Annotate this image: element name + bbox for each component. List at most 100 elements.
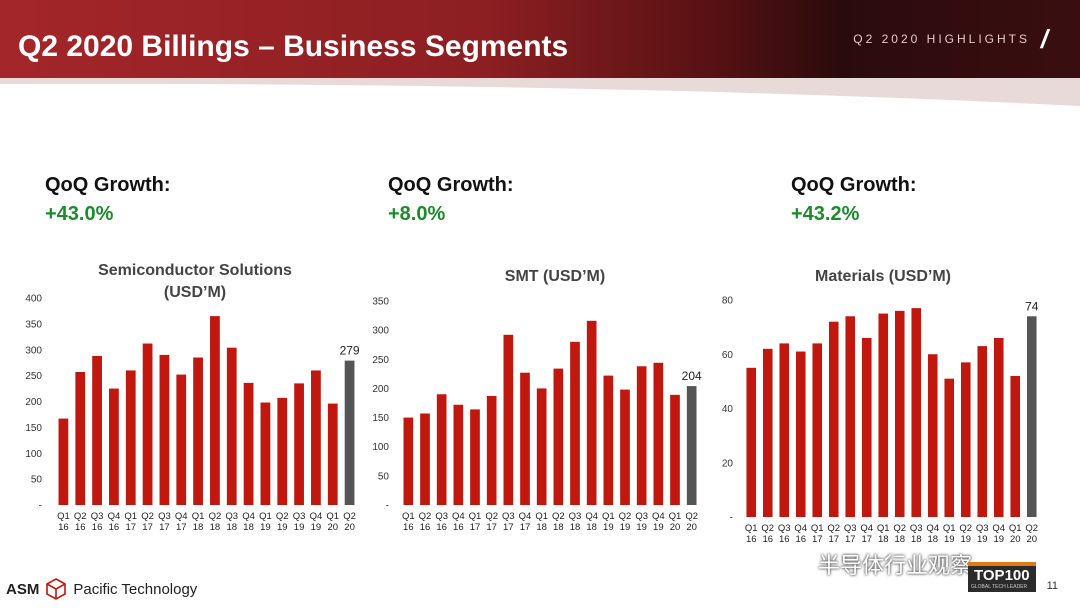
x-tick-label: Q4 — [452, 511, 465, 522]
x-tick-label: 17 — [176, 522, 187, 533]
y-tick-label: - — [730, 513, 733, 524]
chart-title: Materials (USD’M) — [815, 268, 951, 285]
x-tick-label: 18 — [878, 534, 889, 545]
x-tick-label: 18 — [927, 534, 938, 545]
bar — [746, 367, 757, 517]
x-tick-label: Q2 — [827, 523, 840, 534]
x-tick-label: Q2 — [959, 523, 972, 534]
x-tick-label: 18 — [586, 522, 597, 533]
bar — [553, 368, 564, 505]
x-tick-label: 18 — [570, 522, 581, 533]
bar — [878, 313, 889, 517]
x-tick-label: 19 — [993, 534, 1004, 545]
bar — [620, 389, 630, 505]
bar — [960, 362, 971, 517]
x-tick-label: Q3 — [435, 511, 448, 522]
x-tick-label: Q3 — [225, 511, 238, 522]
x-tick-label: Q2 — [893, 523, 906, 534]
x-tick-label: Q3 — [569, 511, 582, 522]
x-tick-label: Q4 — [108, 511, 121, 522]
x-tick-label: Q3 — [976, 523, 989, 534]
x-tick-label: 17 — [520, 522, 531, 533]
x-tick-label: Q1 — [669, 511, 682, 522]
bar — [436, 394, 447, 505]
x-tick-label: 17 — [861, 534, 872, 545]
x-tick-label: 16 — [779, 534, 790, 545]
bar — [109, 388, 119, 505]
x-tick-label: Q1 — [811, 523, 824, 534]
x-tick-label: 17 — [828, 534, 839, 545]
x-tick-label: Q2 — [619, 511, 632, 522]
x-tick-label: 17 — [812, 534, 823, 545]
data-label: 74 — [1025, 299, 1039, 313]
x-tick-label: 19 — [260, 522, 271, 533]
x-tick-label: 20 — [1026, 534, 1037, 545]
bar — [636, 366, 647, 505]
x-tick-label: Q1 — [259, 511, 272, 522]
y-tick-label: 350 — [372, 297, 389, 308]
x-tick-label: 19 — [944, 534, 955, 545]
bar — [75, 372, 86, 505]
x-tick-label: Q4 — [652, 511, 665, 522]
growth-label-smt: QoQ Growth: — [388, 174, 514, 196]
x-tick-label: Q4 — [992, 523, 1005, 534]
growth-value-materials: +43.2% — [791, 203, 860, 225]
x-tick-label: 18 — [226, 522, 237, 533]
x-tick-label: Q2 — [74, 511, 87, 522]
page-number: 11 — [1046, 580, 1058, 592]
x-tick-label: Q4 — [926, 523, 939, 534]
bar — [603, 375, 614, 505]
x-tick-label: Q4 — [519, 511, 532, 522]
logo-asm-text: ASM — [6, 580, 40, 598]
x-tick-label: Q4 — [242, 511, 255, 522]
x-tick-label: Q2 — [141, 511, 154, 522]
section-tag: Q2 2020 HIGHLIGHTS — [853, 32, 1030, 46]
x-tick-label: Q1 — [469, 511, 482, 522]
bar — [226, 347, 237, 505]
x-tick-label: 16 — [109, 522, 120, 533]
bar — [294, 383, 304, 505]
x-tick-label: Q3 — [635, 511, 648, 522]
y-tick-label: - — [39, 501, 42, 512]
x-tick-label: 17 — [142, 522, 153, 533]
x-tick-label: 20 — [670, 522, 681, 533]
bar — [536, 388, 547, 505]
x-tick-label: 19 — [653, 522, 664, 533]
y-tick-label: 60 — [722, 350, 734, 361]
x-tick-label: Q1 — [535, 511, 548, 522]
x-tick-label: Q3 — [778, 523, 791, 534]
bar — [1026, 316, 1037, 517]
y-tick-label: 50 — [31, 475, 43, 486]
bar — [944, 378, 955, 517]
y-tick-label: 300 — [25, 345, 42, 356]
y-tick-label: 250 — [25, 371, 42, 382]
data-label: 279 — [340, 344, 360, 358]
x-tick-label: Q1 — [124, 511, 137, 522]
bar — [344, 360, 355, 505]
smt-chart: SMT (USD’M)-50100150200250300350Q116Q216… — [372, 268, 702, 533]
bar — [993, 337, 1004, 517]
x-tick-label: 16 — [92, 522, 103, 533]
bar — [311, 370, 321, 505]
banner-curve — [0, 78, 1080, 106]
x-tick-label: 18 — [911, 534, 922, 545]
bar — [503, 334, 514, 505]
x-tick-label: 16 — [746, 534, 757, 545]
bar — [470, 409, 480, 505]
x-tick-label: Q2 — [209, 511, 222, 522]
bar — [911, 308, 922, 517]
x-tick-label: Q4 — [175, 511, 188, 522]
x-tick-label: 20 — [327, 522, 338, 533]
x-tick-label: Q3 — [293, 511, 306, 522]
bar — [453, 404, 464, 505]
y-tick-label: 250 — [372, 355, 389, 366]
x-tick-label: Q3 — [158, 511, 171, 522]
x-tick-label: Q1 — [192, 511, 205, 522]
bar — [277, 397, 288, 505]
bar — [92, 355, 102, 505]
x-tick-label: Q2 — [552, 511, 565, 522]
bar — [653, 362, 664, 505]
bar — [142, 343, 153, 505]
bar — [159, 354, 170, 505]
bar — [260, 402, 271, 505]
